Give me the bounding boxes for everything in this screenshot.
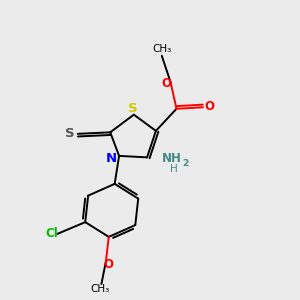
- Text: O: O: [104, 258, 114, 271]
- Text: S: S: [65, 127, 74, 140]
- Text: N: N: [105, 152, 116, 165]
- Text: NH: NH: [162, 152, 182, 165]
- Text: 2: 2: [182, 159, 188, 168]
- Text: O: O: [205, 100, 214, 113]
- Text: H: H: [170, 164, 177, 173]
- Text: O: O: [161, 77, 171, 90]
- Text: CH₃: CH₃: [90, 284, 110, 294]
- Text: CH₃: CH₃: [152, 44, 171, 54]
- Text: Cl: Cl: [46, 226, 58, 239]
- Text: S: S: [128, 102, 137, 115]
